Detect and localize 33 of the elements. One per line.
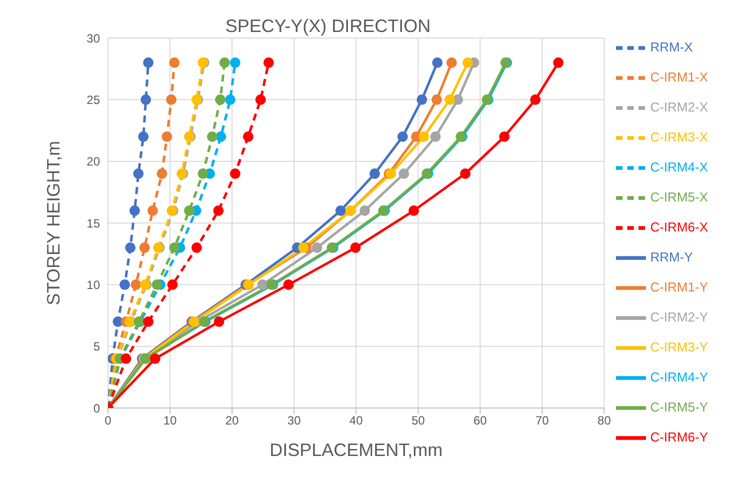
x-tick-label: 10 xyxy=(163,414,178,428)
x-tick-label: 30 xyxy=(287,414,302,428)
x-tick-label: 40 xyxy=(349,414,364,428)
y-tick-label: 20 xyxy=(86,154,100,169)
y-tick-label: 15 xyxy=(86,216,100,230)
legend-label: C-IRM6-X xyxy=(650,219,708,234)
chart-title: SPECY-Y(X) DIRECTION xyxy=(224,16,432,37)
y-axis-title: STOREY HEIGHT,m xyxy=(43,140,64,306)
x-axis-title: DISPLACEMENT,mm xyxy=(270,440,443,460)
y-tick-label: 0 xyxy=(93,401,100,416)
legend-label: C-IRM3-Y xyxy=(650,339,708,354)
legend-label: RRM-Y xyxy=(650,249,693,264)
x-tick-label: 80 xyxy=(598,414,612,428)
y-tick-label: 10 xyxy=(86,278,100,292)
legend-label: C-IRM2-Y xyxy=(650,309,708,324)
y-tick-label: 5 xyxy=(93,340,100,354)
legend-label: RRM-X xyxy=(650,39,693,54)
x-tick-label: 50 xyxy=(411,414,426,428)
x-tick-label: 60 xyxy=(473,414,488,428)
x-tick-label: 70 xyxy=(536,414,550,428)
y-tick-label: 25 xyxy=(86,92,100,107)
legend-label: C-IRM3-X xyxy=(650,129,708,144)
legend-label: C-IRM6-Y xyxy=(650,429,708,444)
legend-label: C-IRM5-X xyxy=(650,189,708,204)
legend-label: C-IRM5-Y xyxy=(650,399,708,414)
legend-label: C-IRM4-X xyxy=(650,159,708,174)
legend-label: C-IRM1-X xyxy=(650,69,708,84)
legend-label: C-IRM4-Y xyxy=(650,369,708,384)
x-tick-label: 20 xyxy=(225,414,240,428)
legend-label: C-IRM1-Y xyxy=(650,279,708,294)
x-tick-label: 0 xyxy=(104,414,112,428)
y-tick-label: 30 xyxy=(86,31,100,46)
legend-label: C-IRM2-X xyxy=(650,99,708,114)
